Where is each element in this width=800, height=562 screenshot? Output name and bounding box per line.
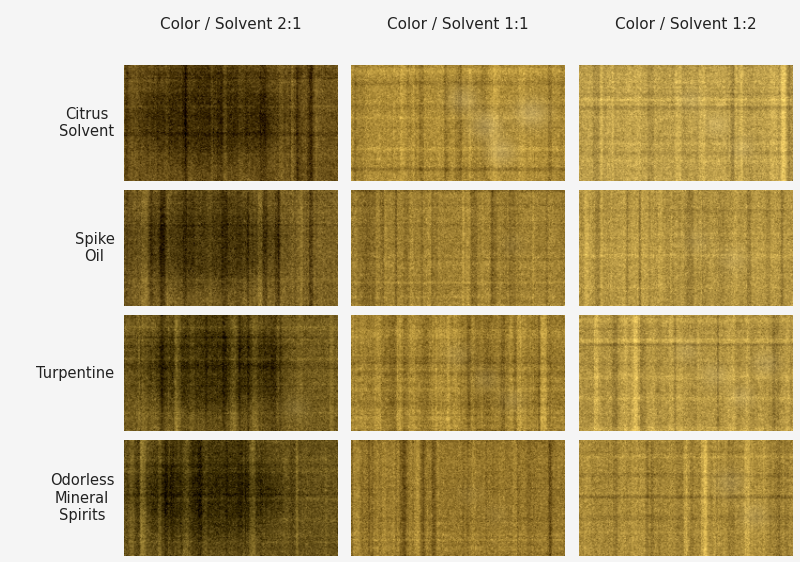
Text: Color / Solvent 1:1: Color / Solvent 1:1 — [387, 17, 529, 32]
Text: Spike
Oil: Spike Oil — [74, 232, 114, 264]
Text: Citrus
Solvent: Citrus Solvent — [59, 107, 114, 139]
Text: Turpentine: Turpentine — [36, 366, 114, 380]
Text: Color / Solvent 2:1: Color / Solvent 2:1 — [160, 17, 302, 32]
Text: Odorless
Mineral
Spirits: Odorless Mineral Spirits — [50, 473, 114, 523]
Text: Color / Solvent 1:2: Color / Solvent 1:2 — [614, 17, 756, 32]
